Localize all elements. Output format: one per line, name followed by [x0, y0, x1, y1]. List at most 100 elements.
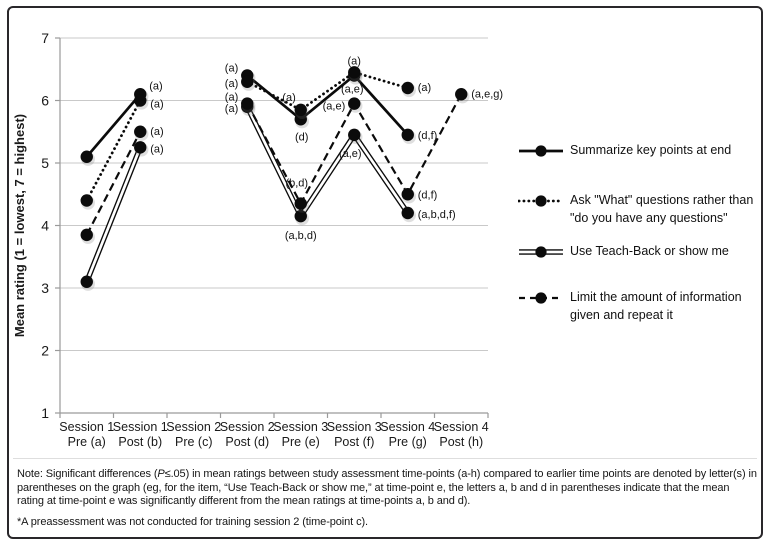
point-annotation: (a) — [225, 92, 238, 104]
point-annotation: (a) — [150, 99, 163, 111]
data-point-marker — [348, 128, 361, 142]
series-points-dotted: (a)(a)(a)(a)(a) — [80, 55, 431, 210]
data-point-marker — [348, 97, 361, 110]
legend-item-label: Use Teach-Back or show me — [570, 243, 729, 261]
legend-item-label: Ask "What" questions rather than "do you … — [570, 192, 753, 228]
series-points-double: (a) (a) (a,b,d) (a,e) (a,b,d,f) — [80, 100, 456, 291]
point-annotation: (a) — [418, 82, 431, 94]
x-tick-label: Session 1 — [59, 420, 114, 434]
legend-dot — [535, 292, 547, 304]
data-point-marker — [455, 88, 468, 101]
x-tick-label: Session 3 — [327, 420, 382, 434]
data-point-marker — [134, 94, 147, 107]
x-tick-label: Post (h) — [439, 435, 483, 449]
y-tick-label: 2 — [41, 343, 49, 359]
legend-label-line: Use Teach-Back or show me — [570, 244, 729, 259]
point-annotation: (a,e) — [323, 101, 346, 113]
y-axis-title: Mean rating (1 = lowest, 7 = highest) — [12, 114, 27, 337]
x-tick-label: Post (b) — [118, 435, 162, 449]
point-annotation: (a,e) — [339, 148, 362, 160]
data-point-marker — [134, 125, 147, 138]
legend-label-line: Ask "What" questions rather than — [570, 192, 754, 207]
series-points-dashed: (a)(a)(b,d)(a,e)(d,f)(a,e,g) — [80, 88, 503, 244]
series-line-dotted — [85, 99, 142, 202]
note-italic-p: P — [157, 468, 165, 480]
x-tick-label: Session 1 — [113, 420, 168, 434]
legend-item-label: Limit the amount of information given and… — [570, 289, 742, 325]
point-annotation: (a) — [282, 92, 295, 104]
x-tick-label: Pre (a) — [68, 435, 106, 449]
data-point-marker — [401, 206, 414, 220]
series-line-dotted — [245, 70, 410, 112]
legend-label-line: Limit the amount of information — [570, 290, 742, 304]
note-part1: Note: Significant differences ( — [17, 468, 158, 480]
series-line-dashed — [85, 131, 142, 236]
legend-item-dashed: Limit the amount of information given and… — [518, 289, 764, 325]
data-point-marker — [401, 188, 414, 201]
point-annotation: (a) — [348, 55, 361, 67]
x-tick-label: Pre (c) — [175, 435, 213, 449]
data-point-marker — [294, 197, 307, 210]
series-line-solid — [85, 93, 142, 158]
data-point-marker — [134, 141, 147, 154]
data-point-marker — [80, 150, 93, 163]
data-point-marker — [80, 275, 93, 288]
y-tick-label: 4 — [41, 218, 49, 234]
data-point-marker — [401, 128, 414, 142]
point-annotation: (d,f) — [418, 130, 438, 142]
point-annotation: (a,e) — [341, 84, 364, 96]
point-annotation: (a,b,d,f) — [418, 209, 456, 221]
y-tick-label: 5 — [41, 155, 49, 171]
point-annotation: (d,f) — [418, 189, 438, 201]
x-tick-label: Session 4 — [434, 420, 489, 434]
x-tick-label: Pre (g) — [389, 435, 427, 449]
data-point-marker — [80, 228, 93, 242]
data-point-marker — [348, 66, 361, 79]
legend-dot — [535, 246, 547, 258]
series-line-double — [244, 105, 410, 222]
point-annotation: (b,d) — [285, 178, 308, 190]
legend-item-solid: Summarize key points at end — [518, 142, 764, 160]
legend-label-line: Summarize key points at end — [570, 143, 732, 157]
point-annotation: (a) — [150, 143, 163, 155]
x-tick-label: Session 3 — [273, 420, 328, 434]
chart-bottom-divider — [13, 458, 757, 459]
point-annotation: (a) — [149, 80, 162, 92]
y-tick-label: 6 — [41, 93, 49, 109]
legend-item-dotted: Ask "What" questions rather than "do you … — [518, 192, 764, 228]
data-point-marker — [80, 194, 93, 207]
series-line-solid — [246, 73, 409, 136]
x-tick-label: Post (d) — [225, 435, 269, 449]
legend-marker-solid-icon — [519, 145, 563, 157]
x-tick-label: Session 4 — [380, 420, 435, 434]
point-annotation: (a,e,g) — [471, 88, 503, 100]
series-dotted — [85, 70, 410, 202]
series-solid — [85, 73, 409, 158]
legend-marker-dotted-icon — [518, 195, 564, 207]
legend-dot — [535, 195, 547, 207]
data-point-marker — [241, 75, 254, 88]
point-annotation: (a) — [225, 103, 238, 115]
data-point-marker — [401, 81, 414, 95]
point-annotation: (d) — [295, 131, 308, 143]
legend-marker-dashed-icon — [519, 292, 563, 304]
y-tick-label: 7 — [41, 30, 49, 46]
x-tick-label: Pre (e) — [282, 435, 320, 449]
legend-dot — [535, 145, 547, 157]
point-annotation: (a) — [150, 126, 163, 138]
y-tick-label: 1 — [41, 405, 49, 421]
legend-item-double: Use Teach-Back or show me — [518, 243, 764, 261]
legend-label-line: "do you have any questions" — [570, 210, 728, 225]
data-point-marker — [241, 97, 254, 110]
note-text: Note: Significant differences (P≤.05) in… — [17, 468, 757, 509]
series-line-double — [246, 106, 409, 219]
x-tick-label: Session 2 — [220, 420, 275, 434]
data-point-marker — [294, 103, 307, 117]
series-line-double — [85, 146, 142, 283]
data-point-marker — [294, 113, 307, 126]
legend: Summarize key points at end Ask "What" qu… — [518, 138, 764, 325]
x-tick-label: Session 2 — [166, 420, 221, 434]
data-point-marker — [294, 209, 307, 223]
